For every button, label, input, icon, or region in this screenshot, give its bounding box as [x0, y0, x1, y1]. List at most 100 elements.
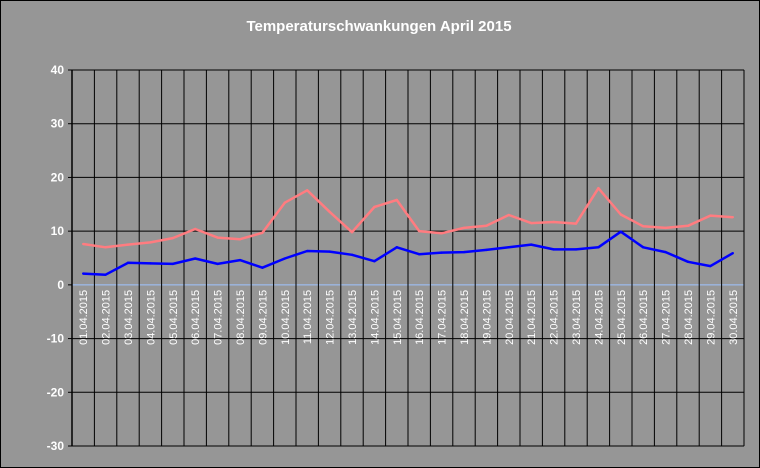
data-point [194, 227, 197, 231]
data-point [731, 215, 734, 219]
data-point [149, 262, 152, 265]
data-point [328, 210, 331, 214]
y-tick-label: 20 [51, 170, 65, 184]
x-tick-label: 25.04.2015 [616, 290, 628, 345]
x-tick-label: 16.04.2015 [414, 290, 426, 345]
y-tick-label: -20 [47, 385, 65, 399]
data-point [619, 230, 622, 233]
data-point [530, 243, 533, 246]
y-tick-label: 0 [57, 278, 64, 292]
data-point [642, 225, 645, 228]
x-tick-label: 12.04.2015 [325, 290, 337, 345]
data-point [619, 213, 622, 216]
x-tick-label: 14.04.2015 [369, 290, 381, 345]
data-point [664, 250, 667, 254]
series-line-1 [83, 186, 733, 249]
chart-title: Temperaturschwankungen April 2015 [246, 18, 512, 35]
data-point [574, 222, 578, 225]
data-point [597, 186, 600, 190]
x-tick-label: 19.04.2015 [481, 290, 493, 345]
data-point [418, 253, 421, 256]
x-tick-label: 20.04.2015 [504, 290, 516, 345]
data-point [306, 189, 309, 192]
data-point [440, 251, 443, 254]
data-point [664, 226, 667, 230]
data-point [462, 250, 466, 254]
y-tick-label: 40 [51, 63, 65, 77]
x-tick-label: 05.04.2015 [168, 290, 180, 345]
data-point [82, 272, 85, 275]
data-point [418, 229, 421, 233]
data-point [373, 260, 376, 263]
x-tick-label: 02.04.2015 [101, 290, 113, 345]
y-tick-label: 30 [51, 117, 65, 131]
x-tick-label: 27.04.2015 [661, 290, 673, 345]
data-point [440, 232, 443, 235]
data-point [642, 246, 645, 249]
data-point [373, 205, 376, 209]
data-point [709, 264, 712, 268]
data-point [507, 213, 510, 217]
x-tick-label: 09.04.2015 [257, 290, 269, 345]
x-tick-label: 29.04.2015 [705, 290, 717, 345]
data-point [126, 243, 130, 246]
data-point [283, 201, 286, 204]
x-tick-label: 24.04.2015 [593, 290, 605, 345]
data-point [530, 221, 533, 225]
data-point [171, 236, 174, 240]
data-point [126, 261, 130, 265]
data-point [686, 224, 690, 227]
x-tick-label: 18.04.2015 [459, 290, 471, 345]
x-tick-label: 11.04.2015 [302, 290, 314, 344]
data-point [552, 248, 555, 251]
x-tick-label: 03.04.2015 [123, 290, 135, 345]
x-tick-label: 30.04.2015 [728, 290, 740, 345]
y-tick-label: -10 [47, 332, 65, 346]
data-point [261, 266, 264, 269]
data-point [238, 238, 242, 241]
series-line-2 [83, 230, 734, 276]
data-point [283, 257, 286, 260]
x-tick-label: 26.04.2015 [638, 290, 650, 345]
x-tick-label: 13.04.2015 [347, 290, 359, 345]
x-tick-label: 15.04.2015 [392, 290, 404, 345]
data-point [82, 242, 85, 246]
data-point [731, 251, 734, 255]
data-point [507, 246, 510, 249]
data-point [328, 250, 331, 253]
data-point [306, 249, 309, 253]
x-tick-label: 07.04.2015 [213, 290, 225, 345]
data-point [709, 214, 712, 217]
x-tick-label: 01.04.2015 [78, 290, 90, 345]
x-tick-label: 04.04.2015 [145, 290, 157, 345]
data-point [395, 246, 398, 249]
y-tick-label: 10 [51, 224, 65, 238]
data-point [574, 248, 578, 251]
x-tick-label: 10.04.2015 [280, 290, 292, 345]
x-tick-label: 23.04.2015 [571, 290, 583, 345]
data-point [216, 236, 219, 239]
x-tick-label: 06.04.2015 [190, 290, 202, 345]
data-point [485, 248, 488, 252]
data-point [149, 241, 152, 244]
data-point [552, 220, 555, 224]
data-point [350, 231, 354, 234]
data-point [216, 262, 219, 266]
data-point [194, 257, 197, 260]
x-tick-label: 21.04.2015 [526, 290, 538, 345]
x-tick-label: 22.04.2015 [549, 290, 561, 345]
data-point [104, 273, 107, 276]
data-point [462, 226, 466, 230]
data-point [485, 224, 488, 227]
x-tick-label: 08.04.2015 [235, 290, 247, 345]
data-point [686, 260, 690, 263]
data-point [171, 262, 174, 266]
data-point [261, 231, 264, 234]
data-point [238, 258, 242, 262]
data-point [395, 198, 398, 202]
x-tick-label: 17.04.2015 [437, 290, 449, 345]
y-tick-label: -30 [47, 439, 65, 453]
data-point [350, 253, 354, 256]
data-point [597, 246, 600, 249]
